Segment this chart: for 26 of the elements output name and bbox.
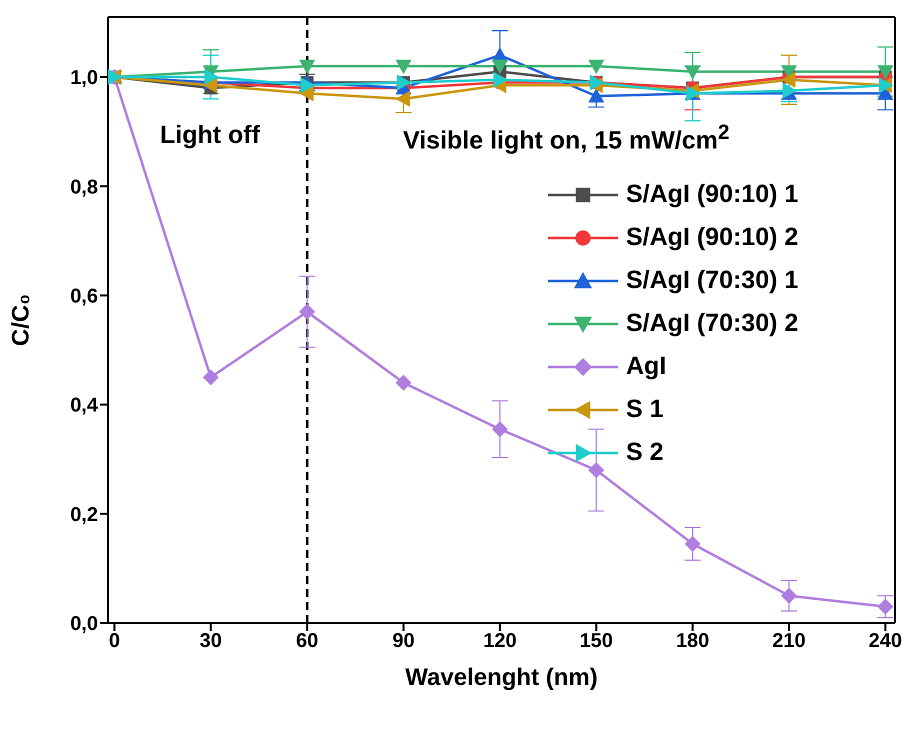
y-tick-label: 0,4 xyxy=(70,394,99,417)
y-tick-label: 0,6 xyxy=(70,286,98,308)
x-tick-label: 210 xyxy=(772,630,806,652)
annotation: Visible light on, 15 mW/cm$^{2}$ xyxy=(403,121,730,156)
x-tick-label: 30 xyxy=(200,630,222,652)
y-tick-label: 0,2 xyxy=(70,504,98,526)
x-axis-title: Wavelenght (nm) xyxy=(405,664,598,691)
y-tick-label: 1,0 xyxy=(70,67,98,90)
legend-label: AgI xyxy=(626,352,666,381)
x-tick-label: 90 xyxy=(392,630,415,652)
legend-label: S 1 xyxy=(626,395,664,424)
x-tick-label: 240 xyxy=(868,630,902,652)
y-tick-label: 0,0 xyxy=(70,613,98,636)
x-tick-label: 150 xyxy=(580,630,613,652)
legend-label: S/AgI (70:30) 1 xyxy=(626,266,798,295)
x-tick-label: 0 xyxy=(108,630,120,652)
y-axis-title: C/C₀ xyxy=(8,294,35,346)
y-tick-label: 0,8 xyxy=(70,176,98,198)
legend-label: S 2 xyxy=(626,438,664,467)
x-tick-label: 120 xyxy=(483,630,517,652)
legend-label: S/AgI (70:30) 2 xyxy=(626,309,798,338)
x-tick-label: 180 xyxy=(676,630,710,652)
x-tick-label: 60 xyxy=(296,630,318,652)
annotation: Light off xyxy=(160,121,260,150)
legend-label: S/AgI (90:10) 2 xyxy=(626,223,798,252)
legend-label: S/AgI (90:10) 1 xyxy=(626,180,798,209)
